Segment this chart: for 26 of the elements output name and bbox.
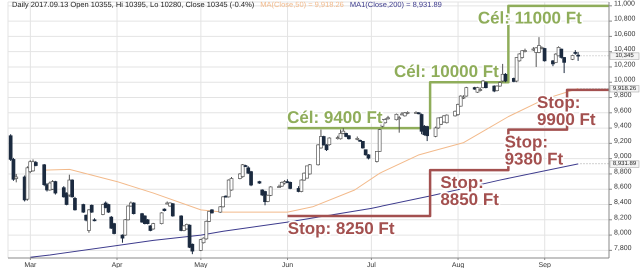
candlestick xyxy=(464,86,468,98)
candlestick xyxy=(87,208,91,234)
candlestick xyxy=(559,48,564,60)
candlestick xyxy=(420,113,424,135)
annotation: Stop: 8850 Ft xyxy=(440,173,500,210)
candlestick xyxy=(397,115,402,134)
candlestick xyxy=(54,180,58,196)
candlestick xyxy=(305,165,309,180)
candlestick xyxy=(542,47,546,62)
candlestick xyxy=(504,72,508,83)
candlestick xyxy=(263,190,267,206)
candlestick xyxy=(81,203,86,214)
candlestick xyxy=(249,170,253,187)
candlestick xyxy=(132,202,136,215)
candlestick xyxy=(31,158,35,172)
candlestick xyxy=(160,212,164,225)
annotation: Cél: 10000 Ft xyxy=(394,62,500,82)
candlestick xyxy=(514,56,518,83)
line-series xyxy=(44,88,579,213)
candlestick xyxy=(142,214,147,225)
annotation: Cél: 9400 Ft xyxy=(287,108,383,128)
line-series xyxy=(30,163,579,258)
annotation: Stop: 8250 Ft xyxy=(288,218,395,238)
candlestick xyxy=(106,203,110,214)
candlestick xyxy=(338,129,342,140)
candlestick xyxy=(425,125,430,142)
